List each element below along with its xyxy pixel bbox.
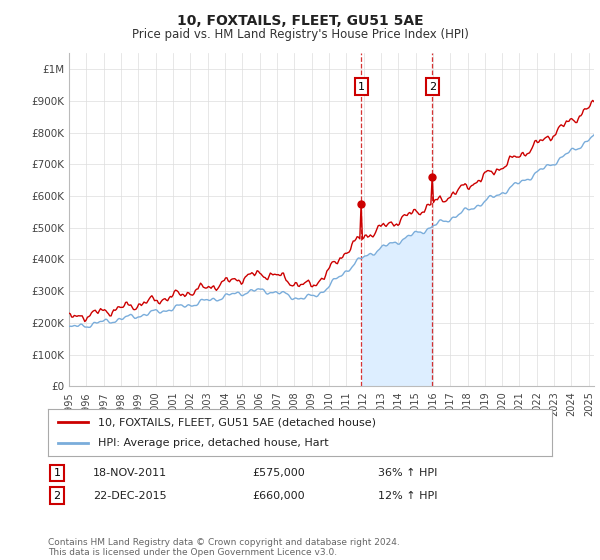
Text: Contains HM Land Registry data © Crown copyright and database right 2024.
This d: Contains HM Land Registry data © Crown c… — [48, 538, 400, 557]
Text: £575,000: £575,000 — [252, 468, 305, 478]
Text: 1: 1 — [358, 82, 365, 91]
Text: 1: 1 — [53, 468, 61, 478]
Text: 10, FOXTAILS, FLEET, GU51 5AE: 10, FOXTAILS, FLEET, GU51 5AE — [176, 14, 424, 28]
Text: 2: 2 — [429, 82, 436, 91]
Text: HPI: Average price, detached house, Hart: HPI: Average price, detached house, Hart — [98, 438, 329, 448]
Text: 12% ↑ HPI: 12% ↑ HPI — [378, 491, 437, 501]
Text: 18-NOV-2011: 18-NOV-2011 — [93, 468, 167, 478]
Text: £660,000: £660,000 — [252, 491, 305, 501]
Text: Price paid vs. HM Land Registry's House Price Index (HPI): Price paid vs. HM Land Registry's House … — [131, 28, 469, 41]
Text: 36% ↑ HPI: 36% ↑ HPI — [378, 468, 437, 478]
Text: 2: 2 — [53, 491, 61, 501]
Text: 10, FOXTAILS, FLEET, GU51 5AE (detached house): 10, FOXTAILS, FLEET, GU51 5AE (detached … — [98, 417, 376, 427]
Text: 22-DEC-2015: 22-DEC-2015 — [93, 491, 167, 501]
